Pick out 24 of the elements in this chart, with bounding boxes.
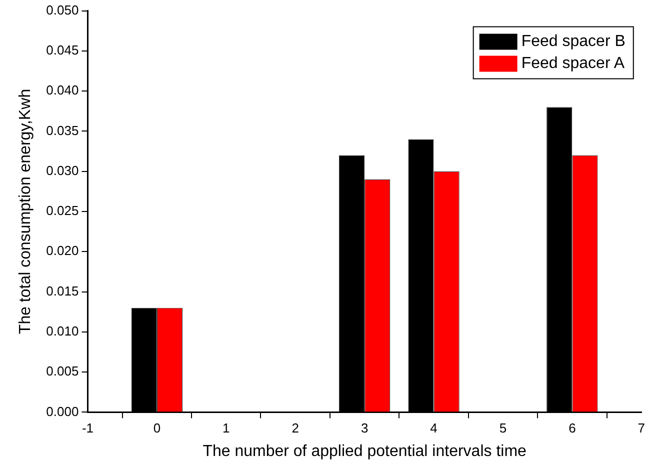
y-tick-label: 0.015 <box>46 283 79 298</box>
y-tick-label: 0.000 <box>46 404 79 419</box>
x-tick-label: 0 <box>153 420 161 436</box>
x-tick-label: 7 <box>638 420 645 436</box>
y-tick-label: 0.040 <box>46 82 79 98</box>
x-tick-label: 2 <box>292 420 299 436</box>
legend-label: Feed spacer B <box>521 33 626 50</box>
y-tick-label: 0.005 <box>46 364 79 379</box>
x-tick-label: 5 <box>499 420 507 436</box>
y-tick-label: 0.035 <box>46 122 79 138</box>
y-tick-label: 0.010 <box>46 324 79 338</box>
y-tick-label: 0.030 <box>46 162 79 178</box>
x-tick-label: -1 <box>82 420 94 436</box>
legend-label: Feed spacer A <box>521 55 625 72</box>
y-tick-label: 0.020 <box>46 243 79 258</box>
x-tick-label: 1 <box>222 420 230 436</box>
x-tick-label: 3 <box>360 420 368 436</box>
x-tick-label: 4 <box>430 420 438 436</box>
y-axis-title: The total consumption energy,Kwh <box>17 88 34 334</box>
y-tick-label: 0.045 <box>46 42 79 58</box>
x-tick-label: 6 <box>568 420 576 436</box>
y-tick-label: 0.050 <box>46 2 79 18</box>
y-tick-label: 0.025 <box>46 203 79 218</box>
x-axis-title: The number of applied potential intervals time <box>202 442 527 460</box>
